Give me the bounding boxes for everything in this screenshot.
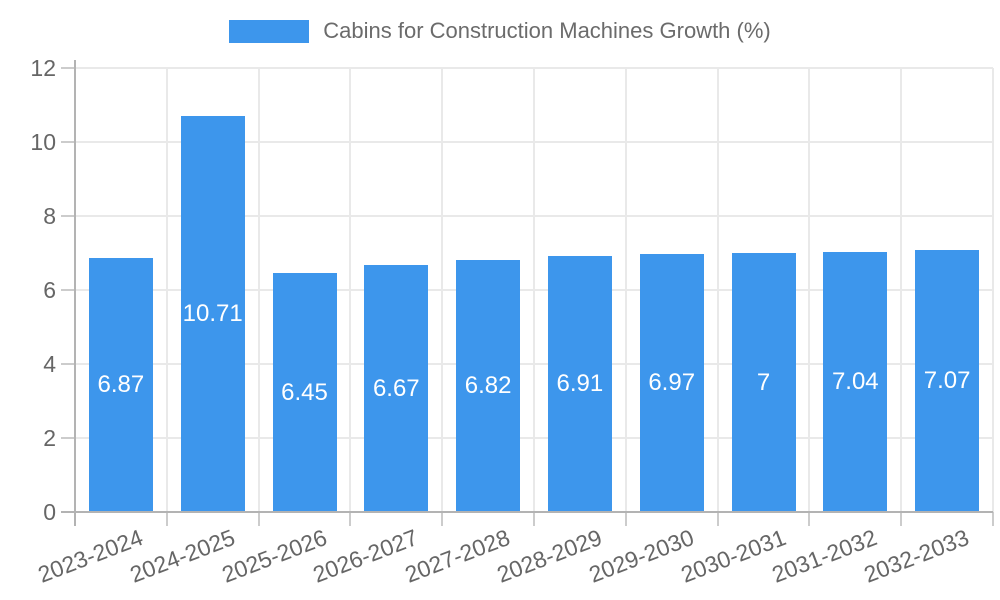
x-axis-tick-label: 2023-2024 <box>34 524 147 588</box>
bar-2025-2026[interactable]: 6.45 <box>272 273 337 512</box>
grid-line-vertical <box>716 68 719 512</box>
grid-line-vertical <box>992 68 994 512</box>
y-axis-tick-label: 12 <box>30 55 56 81</box>
y-tick-mark <box>61 141 75 143</box>
plot-area: 6.87 10.71 6.45 6.67 6.82 6.91 6.97 7 7.04 7.07 <box>74 67 994 513</box>
legend-label: Cabins for Construction Machines Growth … <box>323 18 771 43</box>
bar-value-label: 7 <box>756 368 771 396</box>
bar-2028-2029[interactable]: 6.91 <box>547 256 612 512</box>
bar-2032-2033[interactable]: 7.07 <box>915 250 980 512</box>
grid-line-vertical <box>624 68 627 512</box>
bar-value-label: 6.91 <box>556 370 604 398</box>
bar-2024-2025[interactable]: 10.71 <box>180 115 245 512</box>
x-tick-mark <box>992 512 994 526</box>
x-axis-tick-label: 2028-2029 <box>493 524 606 588</box>
y-axis-line <box>74 60 76 526</box>
x-axis-tick-label: 2031-2032 <box>768 524 881 588</box>
grid-line-vertical <box>441 68 444 512</box>
bar-value-label: 6.82 <box>464 371 512 399</box>
bar-2027-2028[interactable]: 6.82 <box>456 259 521 512</box>
x-tick-mark <box>165 512 168 526</box>
bar-2023-2024[interactable]: 6.87 <box>88 257 153 512</box>
y-axis-tick-label: 0 <box>43 499 56 525</box>
y-tick-mark <box>61 437 75 439</box>
grid-line-vertical <box>808 68 811 512</box>
bar-value-label: 6.97 <box>648 369 696 397</box>
y-tick-mark <box>61 215 75 217</box>
x-axis-tick-label: 2024-2025 <box>125 524 239 588</box>
x-tick-mark <box>900 512 903 526</box>
x-axis-tick-label: 2027-2028 <box>401 524 514 588</box>
y-tick-mark <box>61 289 75 291</box>
bar-value-label: 7.07 <box>923 367 971 395</box>
y-tick-mark <box>61 363 75 365</box>
legend-item[interactable]: Cabins for Construction Machines Growth … <box>229 18 771 44</box>
grid-line-vertical <box>349 68 352 512</box>
chart-legend: Cabins for Construction Machines Growth … <box>0 18 1000 44</box>
bar-2030-2031[interactable]: 7 <box>731 253 796 512</box>
grid-line-vertical <box>900 68 903 512</box>
x-axis-tick-label: 2026-2027 <box>309 524 422 588</box>
y-axis-tick-label: 8 <box>43 203 56 229</box>
x-axis-tick-label: 2032-2033 <box>860 524 973 588</box>
x-tick-mark <box>257 512 260 526</box>
y-axis-tick-label: 4 <box>43 351 56 377</box>
bar-value-label: 6.45 <box>281 378 328 406</box>
grid-line-vertical <box>257 68 260 512</box>
y-axis-tick-label: 2 <box>43 425 56 451</box>
bar-2029-2030[interactable]: 6.97 <box>639 254 704 512</box>
grid-line-vertical <box>533 68 535 512</box>
bar-value-label: 6.87 <box>97 370 145 398</box>
legend-swatch-icon <box>229 19 310 43</box>
x-tick-mark <box>533 512 535 526</box>
x-tick-mark <box>441 512 444 526</box>
x-tick-mark <box>349 512 352 526</box>
y-axis-tick-label: 10 <box>30 129 56 155</box>
x-axis-tick-label: 2029-2030 <box>584 524 698 588</box>
bar-2026-2027[interactable]: 6.67 <box>364 265 429 512</box>
bar-value-label: 7.04 <box>831 367 879 395</box>
bar-value-label: 10.71 <box>182 299 243 327</box>
x-tick-mark <box>624 512 627 526</box>
x-tick-mark <box>808 512 811 526</box>
y-axis-tick-label: 6 <box>43 277 56 303</box>
x-axis-line <box>61 511 993 513</box>
x-axis-tick-label: 2030-2031 <box>676 524 789 588</box>
bar-2031-2032[interactable]: 7.04 <box>823 251 888 512</box>
grid-line-vertical <box>165 68 168 512</box>
x-axis-tick-label: 2025-2026 <box>217 524 330 588</box>
y-tick-mark <box>61 67 75 69</box>
x-tick-mark <box>716 512 719 526</box>
bar-value-label: 6.67 <box>372 374 420 402</box>
